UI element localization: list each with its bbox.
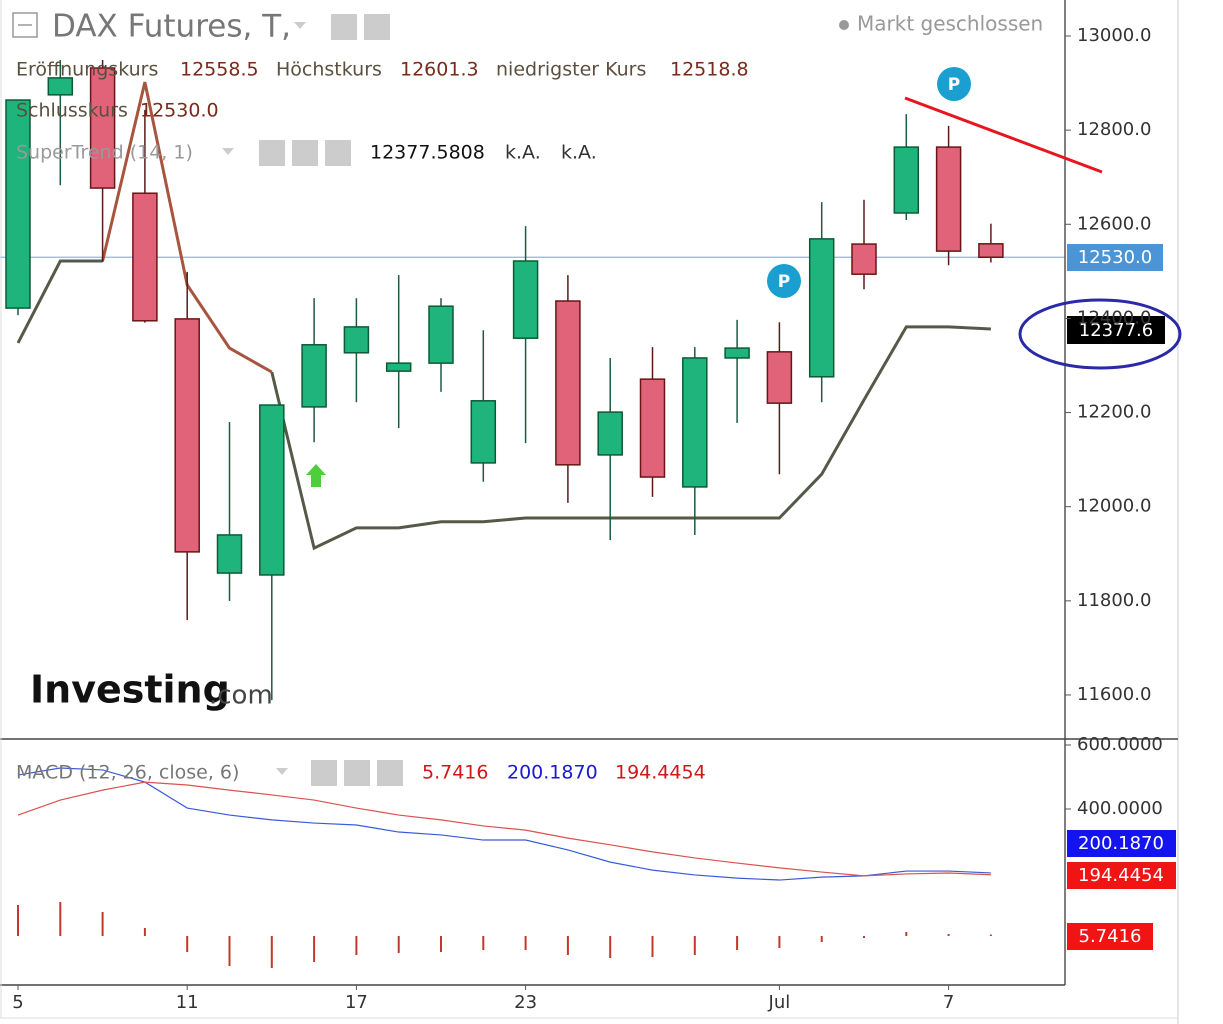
- dropdown-icon[interactable]: [222, 148, 234, 155]
- pivot-marker[interactable]: [937, 67, 971, 101]
- gear-icon[interactable]: [292, 140, 318, 166]
- close-icon[interactable]: [325, 140, 351, 166]
- candle-body: [893, 146, 920, 214]
- candle-body: [47, 77, 74, 96]
- buy-arrow: [306, 464, 326, 487]
- pivot-label: P: [948, 75, 960, 95]
- signal-flag-label: 194.4454: [1078, 865, 1164, 886]
- candle-body: [89, 67, 116, 189]
- trend-line: [904, 96, 1103, 174]
- pivot-marker[interactable]: [767, 264, 801, 298]
- y-tick-label: 12600.0: [1077, 213, 1151, 234]
- candle-body: [978, 243, 1004, 258]
- candle-body: [470, 400, 497, 464]
- x-tick-label: 11: [176, 992, 199, 1013]
- candle-body: [935, 146, 962, 252]
- y-tick-label: 13000.0: [1077, 25, 1151, 46]
- y-tick-label: 12800.0: [1077, 119, 1151, 140]
- collapse-icon[interactable]: [12, 12, 38, 38]
- supertrend-flag: [1067, 316, 1165, 344]
- histogram-flag-label: 5.7416: [1079, 926, 1142, 947]
- indicator-value: k.A.: [505, 142, 541, 164]
- y-tick-label: 11800.0: [1077, 590, 1151, 611]
- legend-label: Höchstkurs: [276, 59, 382, 81]
- indicator-label: SuperTrend (14, 1): [16, 142, 193, 164]
- indicator-label: MACD (12, 26, close, 6): [16, 762, 239, 784]
- line: [16, 259, 991, 551]
- candle-body: [724, 347, 750, 359]
- candle-body: [174, 318, 200, 553]
- gear-icon[interactable]: [364, 14, 390, 40]
- chart-title: DAX Futures, T,: [52, 9, 291, 45]
- candle-body: [216, 534, 243, 574]
- legend-value: 12518.8: [670, 59, 749, 81]
- pivot-label: P: [778, 272, 790, 292]
- candle-body: [385, 362, 412, 372]
- legend-value: 12601.3: [400, 59, 479, 81]
- indicator-value: 5.7416: [422, 762, 488, 784]
- supertrend-flag-label: 12377.6: [1079, 320, 1153, 341]
- legend-label: niedrigster Kurs: [496, 59, 646, 81]
- candle-body: [343, 326, 370, 354]
- candle-body: [682, 357, 708, 488]
- highlight-ellipse: [1018, 298, 1182, 370]
- candle-body: [639, 378, 666, 478]
- eye-icon[interactable]: [331, 14, 357, 40]
- candle-body: [259, 404, 285, 576]
- y-tick-label: 12200.0: [1077, 402, 1151, 423]
- line: [17, 767, 991, 881]
- dropdown-icon[interactable]: [276, 768, 288, 775]
- y-tick-label: 11600.0: [1077, 684, 1151, 705]
- indicator-value: 194.4454: [615, 762, 706, 784]
- histogram-flag: [1067, 923, 1153, 950]
- x-tick-label: 5: [12, 992, 23, 1013]
- candle-body: [512, 260, 539, 339]
- eye-icon[interactable]: [311, 760, 337, 786]
- legend-label: Eröffnungskurs: [16, 59, 158, 81]
- logo: .com: [209, 681, 273, 711]
- signal-flag: [1067, 862, 1176, 889]
- legend-value: 12558.5: [180, 59, 259, 81]
- candle-body: [301, 344, 327, 408]
- candle-body: [132, 192, 158, 322]
- market-status: Markt geschlossen: [857, 12, 1043, 36]
- y-tick-label: 400.0000: [1077, 798, 1163, 819]
- candle-body: [766, 351, 793, 404]
- y-tick-label: 600.0000: [1077, 734, 1163, 755]
- candle-body: [555, 300, 581, 466]
- y-tick-label: 12000.0: [1077, 496, 1151, 517]
- plot: [0, 60, 1065, 968]
- price-flag: [1067, 244, 1163, 271]
- logo: Investing: [30, 668, 230, 712]
- candle-body: [428, 305, 454, 364]
- eye-icon[interactable]: [259, 140, 285, 166]
- macd-flag: [1067, 830, 1176, 857]
- status-dot: [839, 20, 849, 30]
- candle-body: [808, 238, 835, 378]
- indicator-value: 12377.5808: [370, 142, 485, 164]
- candle-body: [597, 411, 623, 456]
- gear-icon[interactable]: [344, 760, 370, 786]
- x-tick-label: Jul: [768, 992, 791, 1013]
- legend-label: Schlusskurs: [16, 100, 128, 122]
- candle-body: [851, 243, 877, 275]
- candle-body: [5, 99, 31, 309]
- indicator-value: k.A.: [561, 142, 597, 164]
- y-tick-label: 12400.0: [1077, 307, 1151, 328]
- x-tick-label: 7: [943, 992, 954, 1013]
- dropdown-icon[interactable]: [294, 22, 306, 29]
- x-tick-label: 23: [514, 992, 537, 1013]
- legend-value: 12530.0: [140, 100, 219, 122]
- macd-flag-label: 200.1870: [1078, 833, 1164, 854]
- close-icon[interactable]: [377, 760, 403, 786]
- price-flag-label: 12530.0: [1078, 247, 1152, 268]
- x-tick-label: 17: [345, 992, 368, 1013]
- line: [17, 781, 991, 877]
- indicator-value: 200.1870: [507, 762, 598, 784]
